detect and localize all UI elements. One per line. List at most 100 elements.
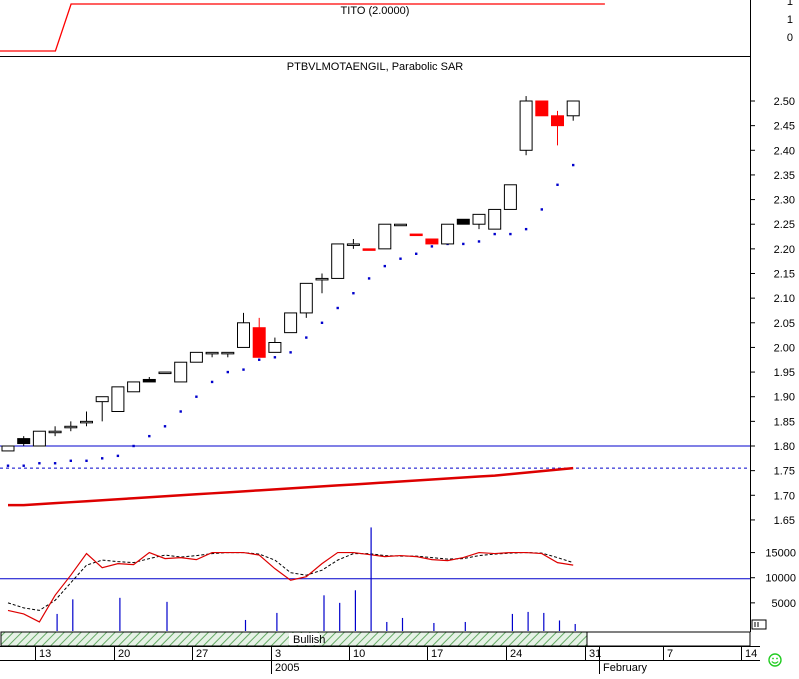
indicator-title: TITO (2.0000) [341,5,410,17]
sar-dot [572,163,575,167]
x-tick-label: 14 [745,648,757,660]
candle [394,223,407,227]
oscillator-tick-label: 15000 [765,548,796,560]
candle [174,361,188,383]
sar-dot [132,444,135,448]
candle-body [80,420,93,424]
scroll-box[interactable] [751,619,767,630]
sar-dot [85,459,88,462]
oscillator-panel [0,551,750,623]
price-ticks: 2.50 2.45 2.40 2.35 2.30 2.25 2.20 2.15 2.10 2.05… [750,96,795,527]
candle-body [32,430,46,447]
price-tick-label: 1.65 [774,515,795,527]
candle [127,381,141,393]
price-tick-label: 2.30 [774,195,795,207]
sar-dot [336,306,339,310]
candles-layer [1,96,580,452]
candle-body [205,351,219,355]
candle-body [221,351,235,355]
sar-dot [38,462,41,465]
indicator-panel: TITO (2.0000) 1 1 0 [0,0,793,632]
price-tick-label: 2.00 [774,342,795,354]
sar-dot [195,395,198,398]
moving-average-layer [8,466,574,507]
candle-body [472,213,486,225]
candle-body [394,223,407,227]
candle [378,223,392,250]
candle-body [425,238,439,245]
sar-dot [242,368,245,371]
candle [503,184,517,210]
oscillator-tick-label: 10000 [765,573,796,585]
candle-body [1,445,15,452]
candle-body [268,342,282,353]
price-tick-label: 2.45 [774,121,795,133]
candle-body [158,371,172,375]
oscillator-line [7,551,574,623]
candle [64,421,78,432]
sar-dot [493,232,496,236]
indicator-step-line [0,3,605,52]
candle [221,351,235,358]
candle [315,273,329,294]
candle [1,445,15,452]
candle-body [17,438,31,445]
candle-body [111,386,125,413]
band-empty-area [586,631,751,647]
candle [111,386,125,413]
price-tick-label: 1.80 [774,441,795,453]
candle [32,430,46,447]
candle [519,96,533,156]
sar-dot [163,425,167,428]
candle-body [488,208,502,230]
candle [189,351,203,363]
reference-lines [0,445,750,469]
sar-dot [320,321,324,324]
sar-dot [367,277,371,280]
x-tick-label: 20 [118,648,130,660]
sar-dot [556,183,559,186]
candle-body [378,223,392,250]
candle [488,208,502,230]
candle [95,396,109,422]
x-tick-label: 27 [196,648,208,660]
smiley-icon[interactable] [768,653,782,667]
x-tick-label: 17 [431,648,443,660]
candle-body [315,277,329,281]
candle-body [566,100,580,117]
candle-body [362,248,376,251]
indicator-line [0,3,605,52]
sar-dot [273,356,277,359]
band-label-bg [289,633,319,645]
sar-dot [289,351,292,354]
sar-dot [415,252,418,255]
candle [551,110,564,146]
price-tick-label: 2.10 [774,293,795,305]
x-tick-label: 3 [275,648,281,660]
candle [409,233,423,237]
candle-body [346,243,360,246]
candle [456,218,470,225]
candle-body [127,381,141,393]
indicator-tick-1: 1 [787,0,793,8]
candle [80,411,93,427]
candle [535,100,549,117]
x-tick-label: 13 [39,648,51,660]
oscillator-ticks: 15000 10000 5000 [750,548,796,610]
band-label: Bullish [293,634,325,646]
price-tick-label: 1.70 [774,490,795,502]
x-month-label: 2005 [275,662,299,674]
x-tick-label: 7 [667,648,673,660]
indicator-tick-2: 1 [787,14,793,26]
candle [346,239,360,249]
price-tick-label: 1.85 [774,416,795,428]
sar-dot [179,410,182,413]
indicator-tick-3: 0 [787,32,793,44]
price-tick-label: 2.20 [774,244,795,256]
candle-body [535,100,549,117]
candle-body [456,218,470,225]
sar-dot [524,227,528,231]
candle-body [189,351,203,363]
sar-dot [352,292,355,295]
price-tick-label: 2.25 [774,219,795,231]
